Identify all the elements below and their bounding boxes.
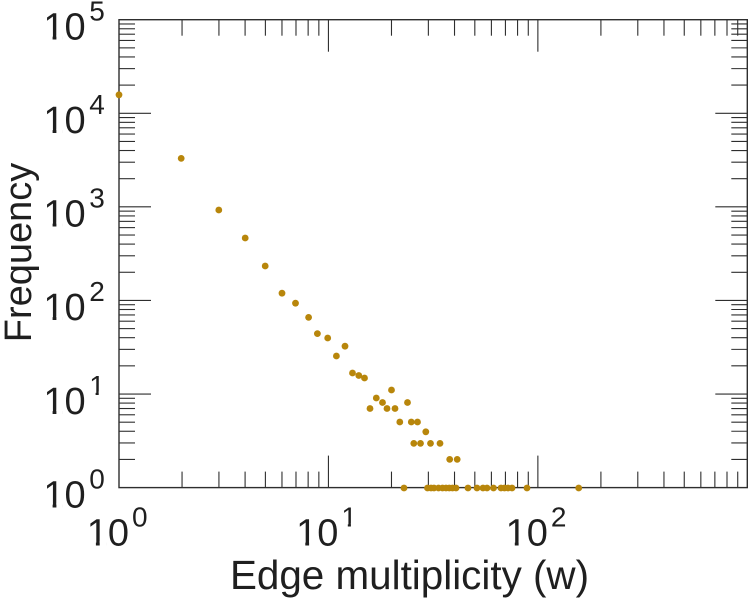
svg-text:3: 3 <box>89 183 105 214</box>
svg-text:Edge multiplicity (w): Edge multiplicity (w) <box>230 552 589 598</box>
svg-text:10: 10 <box>506 512 548 554</box>
svg-text:10: 10 <box>43 474 85 516</box>
svg-text:1: 1 <box>341 501 357 532</box>
svg-text:0: 0 <box>132 501 148 532</box>
svg-text:10: 10 <box>87 512 129 554</box>
svg-text:10: 10 <box>296 512 338 554</box>
svg-text:2: 2 <box>89 276 105 307</box>
svg-text:10: 10 <box>43 194 85 236</box>
svg-text:10: 10 <box>43 100 85 142</box>
svg-text:Frequency: Frequency <box>0 163 40 343</box>
svg-text:1: 1 <box>89 370 105 401</box>
svg-text:5: 5 <box>89 0 105 27</box>
svg-text:2: 2 <box>551 501 567 532</box>
svg-text:0: 0 <box>89 463 105 494</box>
svg-text:4: 4 <box>89 89 105 120</box>
svg-text:10: 10 <box>43 381 85 423</box>
svg-text:10: 10 <box>43 7 85 49</box>
svg-text:10: 10 <box>43 287 85 329</box>
